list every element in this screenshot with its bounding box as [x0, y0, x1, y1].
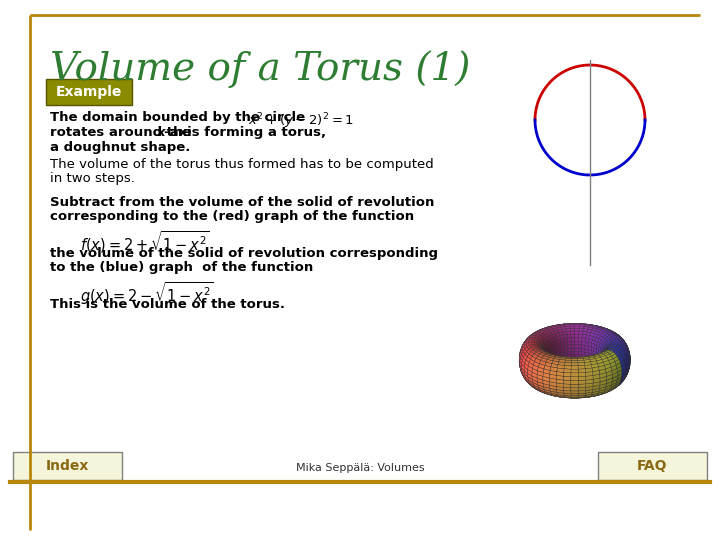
Text: $g(x) = 2 - \sqrt{1-x^2}.$: $g(x) = 2 - \sqrt{1-x^2}.$: [80, 280, 217, 307]
Text: Subtract from the volume of the solid of revolution: Subtract from the volume of the solid of…: [50, 196, 434, 209]
Text: This is the volume of the torus.: This is the volume of the torus.: [50, 298, 285, 311]
Text: Mika Seppälä: Volumes: Mika Seppälä: Volumes: [296, 463, 424, 473]
Text: Index: Index: [45, 459, 89, 473]
Text: The volume of the torus thus formed has to be computed: The volume of the torus thus formed has …: [50, 158, 433, 171]
FancyBboxPatch shape: [13, 452, 122, 480]
FancyBboxPatch shape: [46, 79, 132, 105]
Text: -axis forming a torus,: -axis forming a torus,: [164, 126, 326, 139]
Text: $x^2 + (y-2)^2 = 1$: $x^2 + (y-2)^2 = 1$: [248, 111, 354, 131]
FancyBboxPatch shape: [598, 452, 707, 480]
Text: FAQ: FAQ: [636, 459, 667, 473]
Text: x: x: [157, 126, 166, 139]
Text: $f(x) = 2 + \sqrt{1-x^2}$: $f(x) = 2 + \sqrt{1-x^2}$: [80, 229, 210, 255]
Text: a doughnut shape.: a doughnut shape.: [50, 141, 190, 154]
Text: Example: Example: [56, 85, 122, 99]
Text: Volume of a Torus (1): Volume of a Torus (1): [50, 50, 470, 88]
Text: the volume of the solid of revolution corresponding: the volume of the solid of revolution co…: [50, 247, 438, 260]
Text: to the (blue) graph  of the function: to the (blue) graph of the function: [50, 261, 313, 274]
Text: rotates around the: rotates around the: [50, 126, 196, 139]
Text: in two steps.: in two steps.: [50, 172, 135, 185]
Text: corresponding to the (red) graph of the function: corresponding to the (red) graph of the …: [50, 210, 414, 223]
Text: The domain bounded by the circle: The domain bounded by the circle: [50, 111, 310, 124]
